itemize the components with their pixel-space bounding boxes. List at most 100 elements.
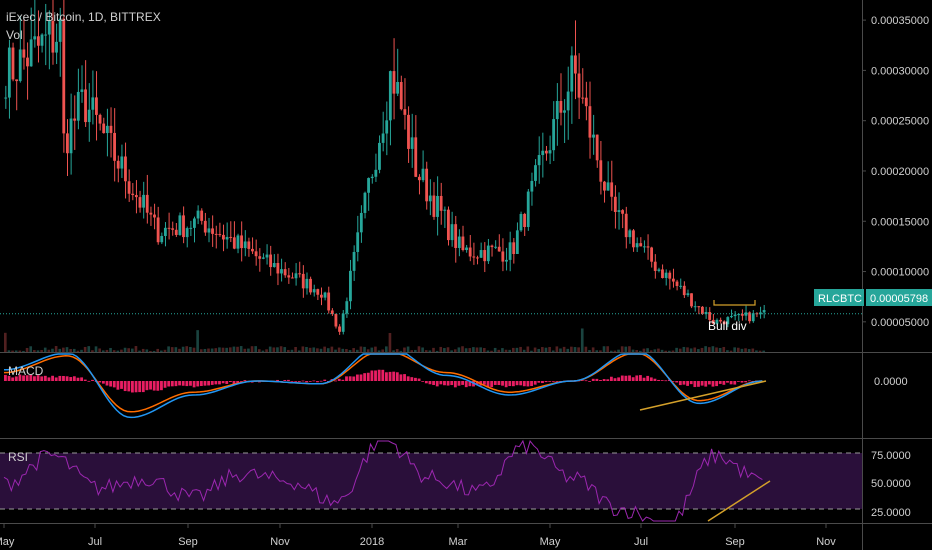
volume-bar xyxy=(628,346,631,352)
candle-body xyxy=(573,55,577,74)
candle-body xyxy=(40,34,44,46)
candle-body xyxy=(548,150,552,154)
volume-bar xyxy=(199,349,203,352)
candle-body xyxy=(124,156,127,182)
candle-body xyxy=(84,89,87,123)
macd-hist-bar xyxy=(693,381,697,388)
candle-body xyxy=(653,261,657,271)
macd-hist-bar xyxy=(192,381,196,388)
candle-body xyxy=(519,213,523,231)
macd-hist-bar xyxy=(726,381,729,383)
macd-hist-bar xyxy=(664,380,668,382)
macd-hist-bar xyxy=(36,375,40,381)
volume-bar xyxy=(58,348,62,352)
candle-body xyxy=(316,289,320,295)
macd-hist-bar xyxy=(580,380,584,381)
macd-hist-bar xyxy=(80,377,84,381)
macd-hist-bar xyxy=(232,381,236,385)
candle-body xyxy=(33,36,37,40)
volume-bar xyxy=(729,350,733,352)
price-tick-label: 0.00020000 xyxy=(871,166,929,178)
macd-hist-bar xyxy=(468,381,472,387)
macd-hist-bar xyxy=(323,379,327,381)
candle-body xyxy=(69,118,73,154)
macd-tick-label: 0.0000 xyxy=(874,376,908,388)
time-tick-label: Jul xyxy=(88,536,102,548)
volume-bar xyxy=(189,346,192,352)
volume-bar xyxy=(548,346,551,352)
candle-body xyxy=(679,285,683,287)
macd-hist-bar xyxy=(649,377,653,381)
candle-body xyxy=(87,109,91,123)
macd-hist-bar xyxy=(214,381,218,385)
volume-bar xyxy=(163,349,167,352)
macd-hist-bar xyxy=(145,381,149,391)
candle-body xyxy=(352,251,356,271)
candle-body xyxy=(290,277,294,279)
volume-bar xyxy=(639,350,642,352)
macd-hist-bar xyxy=(591,378,595,381)
macd-hist-bar xyxy=(443,381,446,386)
macd-hist-bar xyxy=(377,369,381,381)
symbol-tag[interactable]: RLCBTC xyxy=(814,289,864,306)
candle-body xyxy=(189,227,193,229)
volume-bar xyxy=(446,347,450,352)
volume-bar xyxy=(207,348,210,352)
macd-hist-bar xyxy=(109,381,113,387)
candle-body xyxy=(726,317,730,325)
macd-hist-bar xyxy=(522,381,526,387)
volume-bar xyxy=(747,349,751,352)
macd-hist-bar xyxy=(366,372,370,381)
macd-hist-bar xyxy=(424,381,428,384)
macd-hist-bar xyxy=(631,377,635,381)
candle-body xyxy=(588,106,592,138)
macd-hist-bar xyxy=(91,379,94,381)
macd-hist-bar xyxy=(316,381,319,383)
price-tick-label: 0.00005000 xyxy=(871,317,929,329)
candle-body xyxy=(232,237,236,249)
candle-body xyxy=(222,234,225,240)
candle-body xyxy=(606,182,610,191)
candle-body xyxy=(472,256,476,258)
candle-body xyxy=(196,210,200,219)
candle-body xyxy=(454,224,458,248)
macd-hist-bar xyxy=(399,374,403,381)
volume-bar xyxy=(334,349,337,352)
volume-bar xyxy=(537,348,541,352)
macd-hist-bar xyxy=(22,375,25,381)
volume-bar xyxy=(210,348,214,352)
volume-bar xyxy=(141,348,145,352)
volume-bar xyxy=(243,348,247,352)
candle-body xyxy=(555,101,559,120)
candle-body xyxy=(73,118,77,121)
candle-body xyxy=(51,20,55,53)
macd-hist-bar xyxy=(707,381,711,385)
volume-bar xyxy=(4,332,7,352)
macd-hist-bar xyxy=(675,381,679,383)
candle-body xyxy=(312,289,316,293)
macd-hist-bar xyxy=(635,375,639,381)
volume-bar xyxy=(127,348,130,352)
macd-hist-bar xyxy=(486,381,490,388)
time-tick-label: Jul xyxy=(634,536,648,548)
macd-hist-bar xyxy=(76,377,80,381)
candle-body xyxy=(621,210,624,214)
candle-body xyxy=(265,254,269,258)
macd-hist-bar xyxy=(352,376,356,381)
candle-body xyxy=(584,97,588,107)
macd-hist-bar xyxy=(544,381,548,383)
volume-bar xyxy=(40,349,43,352)
volume-bar xyxy=(559,348,562,352)
macd-hist-bar xyxy=(225,381,229,384)
macd-hist-bar xyxy=(72,376,76,381)
volume-bar xyxy=(424,350,428,352)
candle-body xyxy=(639,243,643,247)
candle-body xyxy=(272,263,276,268)
macd-hist-bar xyxy=(678,381,682,386)
candle-body xyxy=(58,18,62,42)
candle-body xyxy=(436,195,439,217)
volume-bar xyxy=(468,348,472,352)
candle-body xyxy=(323,292,327,298)
macd-hist-bar xyxy=(123,381,127,392)
rsi-band xyxy=(0,453,862,509)
